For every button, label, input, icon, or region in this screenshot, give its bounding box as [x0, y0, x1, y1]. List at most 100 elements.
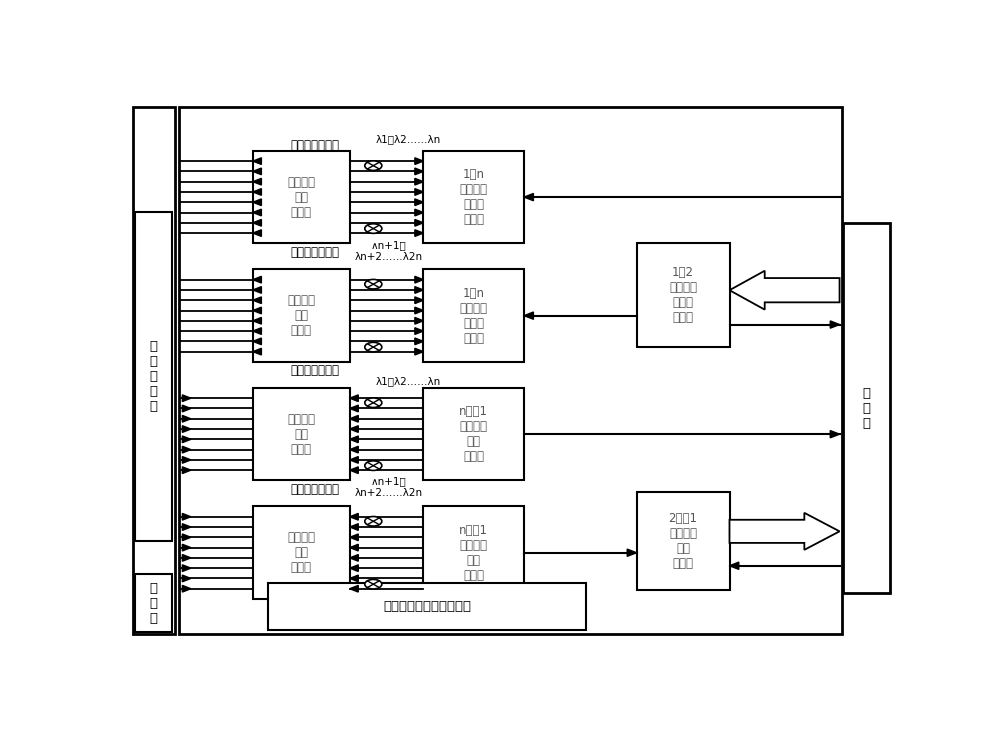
- Polygon shape: [415, 348, 423, 355]
- Polygon shape: [350, 514, 358, 520]
- Text: 电
接
口: 电 接 口: [150, 581, 158, 625]
- Text: 高速差分电信号: 高速差分电信号: [290, 138, 339, 152]
- Polygon shape: [415, 230, 423, 237]
- Polygon shape: [253, 178, 261, 185]
- Bar: [253, 270, 350, 362]
- Polygon shape: [182, 457, 191, 463]
- Polygon shape: [253, 219, 261, 226]
- Polygon shape: [415, 199, 423, 206]
- Polygon shape: [350, 585, 358, 592]
- Bar: [135, 212, 172, 541]
- Polygon shape: [253, 210, 261, 216]
- Polygon shape: [415, 210, 423, 216]
- Bar: [637, 243, 730, 348]
- Bar: [423, 388, 524, 481]
- FancyArrow shape: [730, 271, 840, 309]
- Polygon shape: [415, 338, 423, 345]
- Polygon shape: [415, 297, 423, 303]
- Ellipse shape: [365, 224, 382, 234]
- Bar: [423, 151, 524, 243]
- Text: n复用1
波分复用
单元
（主）: n复用1 波分复用 单元 （主）: [459, 406, 488, 463]
- Text: 高速差分电信号: 高速差分电信号: [290, 483, 339, 496]
- Text: λ1、λ2……λn: λ1、λ2……λn: [375, 376, 440, 386]
- Polygon shape: [350, 426, 358, 433]
- Polygon shape: [182, 415, 191, 422]
- Text: 电光转换
单元
（主）: 电光转换 单元 （主）: [287, 413, 315, 456]
- Polygon shape: [253, 327, 261, 334]
- Polygon shape: [350, 405, 358, 412]
- Polygon shape: [627, 549, 637, 556]
- Text: 供电控制与状态采集单元: 供电控制与状态采集单元: [383, 600, 471, 613]
- Bar: [179, 107, 842, 634]
- Bar: [423, 506, 524, 599]
- Polygon shape: [182, 554, 191, 561]
- Polygon shape: [182, 446, 191, 453]
- Polygon shape: [350, 395, 358, 402]
- Bar: [253, 388, 350, 481]
- Ellipse shape: [365, 517, 382, 526]
- Text: 1分n
解波分复
用单元
（主）: 1分n 解波分复 用单元 （主）: [460, 168, 488, 226]
- Polygon shape: [350, 575, 358, 582]
- Ellipse shape: [365, 461, 382, 470]
- Polygon shape: [350, 534, 358, 541]
- Polygon shape: [415, 327, 423, 334]
- Polygon shape: [182, 523, 191, 530]
- Polygon shape: [415, 189, 423, 195]
- Polygon shape: [830, 430, 840, 438]
- Text: 光
接
口: 光 接 口: [863, 387, 871, 430]
- Polygon shape: [350, 436, 358, 442]
- Text: λ1、λ2……λn: λ1、λ2……λn: [375, 134, 440, 144]
- Polygon shape: [415, 168, 423, 175]
- Bar: [253, 151, 350, 243]
- Polygon shape: [253, 297, 261, 303]
- Text: 光电转换
单元
（备）: 光电转换 单元 （备）: [287, 294, 315, 337]
- Text: 高
速
电
接
口: 高 速 电 接 口: [150, 340, 158, 413]
- Text: n复用1
波分复用
单元
（备）: n复用1 波分复用 单元 （备）: [459, 523, 488, 582]
- Text: 1分n
解波分复
用单元
（备）: 1分n 解波分复 用单元 （备）: [460, 287, 488, 345]
- Polygon shape: [253, 276, 261, 283]
- Polygon shape: [182, 565, 191, 572]
- Polygon shape: [415, 287, 423, 294]
- Bar: [253, 506, 350, 599]
- Polygon shape: [350, 457, 358, 463]
- Text: 高速差分电信号: 高速差分电信号: [290, 364, 339, 377]
- Polygon shape: [524, 312, 533, 319]
- Polygon shape: [415, 276, 423, 283]
- Polygon shape: [415, 158, 423, 164]
- Bar: [423, 270, 524, 362]
- Polygon shape: [253, 287, 261, 294]
- Polygon shape: [182, 467, 191, 474]
- Text: 2复用1
波分复用
单元
（备）: 2复用1 波分复用 单元 （备）: [668, 512, 698, 570]
- Polygon shape: [182, 544, 191, 551]
- Polygon shape: [253, 168, 261, 175]
- Polygon shape: [253, 199, 261, 206]
- Polygon shape: [730, 562, 739, 569]
- Polygon shape: [415, 178, 423, 185]
- Polygon shape: [415, 307, 423, 314]
- Polygon shape: [350, 544, 358, 551]
- Polygon shape: [182, 534, 191, 541]
- Polygon shape: [253, 318, 261, 324]
- Polygon shape: [182, 395, 191, 402]
- Ellipse shape: [365, 342, 382, 352]
- Polygon shape: [350, 446, 358, 453]
- Polygon shape: [830, 321, 840, 328]
- FancyArrow shape: [730, 513, 840, 550]
- Text: ∧n+1、
λn+2……λ2n: ∧n+1、 λn+2……λ2n: [354, 240, 423, 261]
- Polygon shape: [182, 405, 191, 412]
- Polygon shape: [350, 523, 358, 530]
- Polygon shape: [182, 426, 191, 433]
- Polygon shape: [350, 565, 358, 572]
- Text: 光电转换
单元
（主）: 光电转换 单元 （主）: [287, 176, 315, 219]
- Polygon shape: [350, 415, 358, 422]
- Polygon shape: [253, 230, 261, 237]
- Polygon shape: [253, 338, 261, 345]
- Polygon shape: [350, 467, 358, 474]
- Bar: [268, 584, 586, 629]
- Polygon shape: [415, 219, 423, 226]
- Polygon shape: [182, 585, 191, 592]
- Polygon shape: [253, 158, 261, 164]
- Polygon shape: [350, 554, 358, 561]
- Polygon shape: [182, 575, 191, 582]
- Polygon shape: [415, 318, 423, 324]
